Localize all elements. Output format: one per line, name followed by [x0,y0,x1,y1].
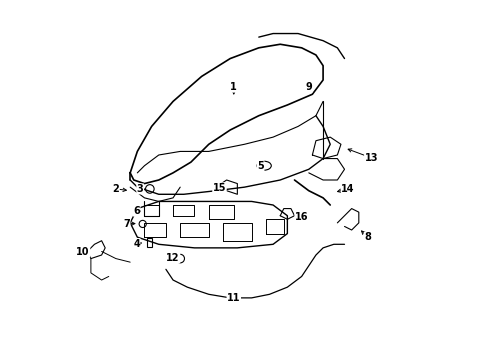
Text: 1: 1 [230,82,237,92]
Text: 14: 14 [341,184,354,194]
Text: 10: 10 [76,247,90,257]
Text: 6: 6 [133,206,140,216]
Text: 16: 16 [294,212,308,222]
Text: 2: 2 [112,184,119,194]
Text: 8: 8 [364,232,370,242]
Text: 13: 13 [364,153,377,163]
Text: 5: 5 [257,161,264,171]
Text: 15: 15 [212,183,226,193]
Text: 9: 9 [305,82,311,92]
Text: 12: 12 [166,253,180,263]
Text: 11: 11 [226,293,240,303]
Text: 4: 4 [133,239,140,249]
Bar [146,238,152,247]
Text: 7: 7 [123,219,130,229]
Text: 3: 3 [137,184,143,194]
